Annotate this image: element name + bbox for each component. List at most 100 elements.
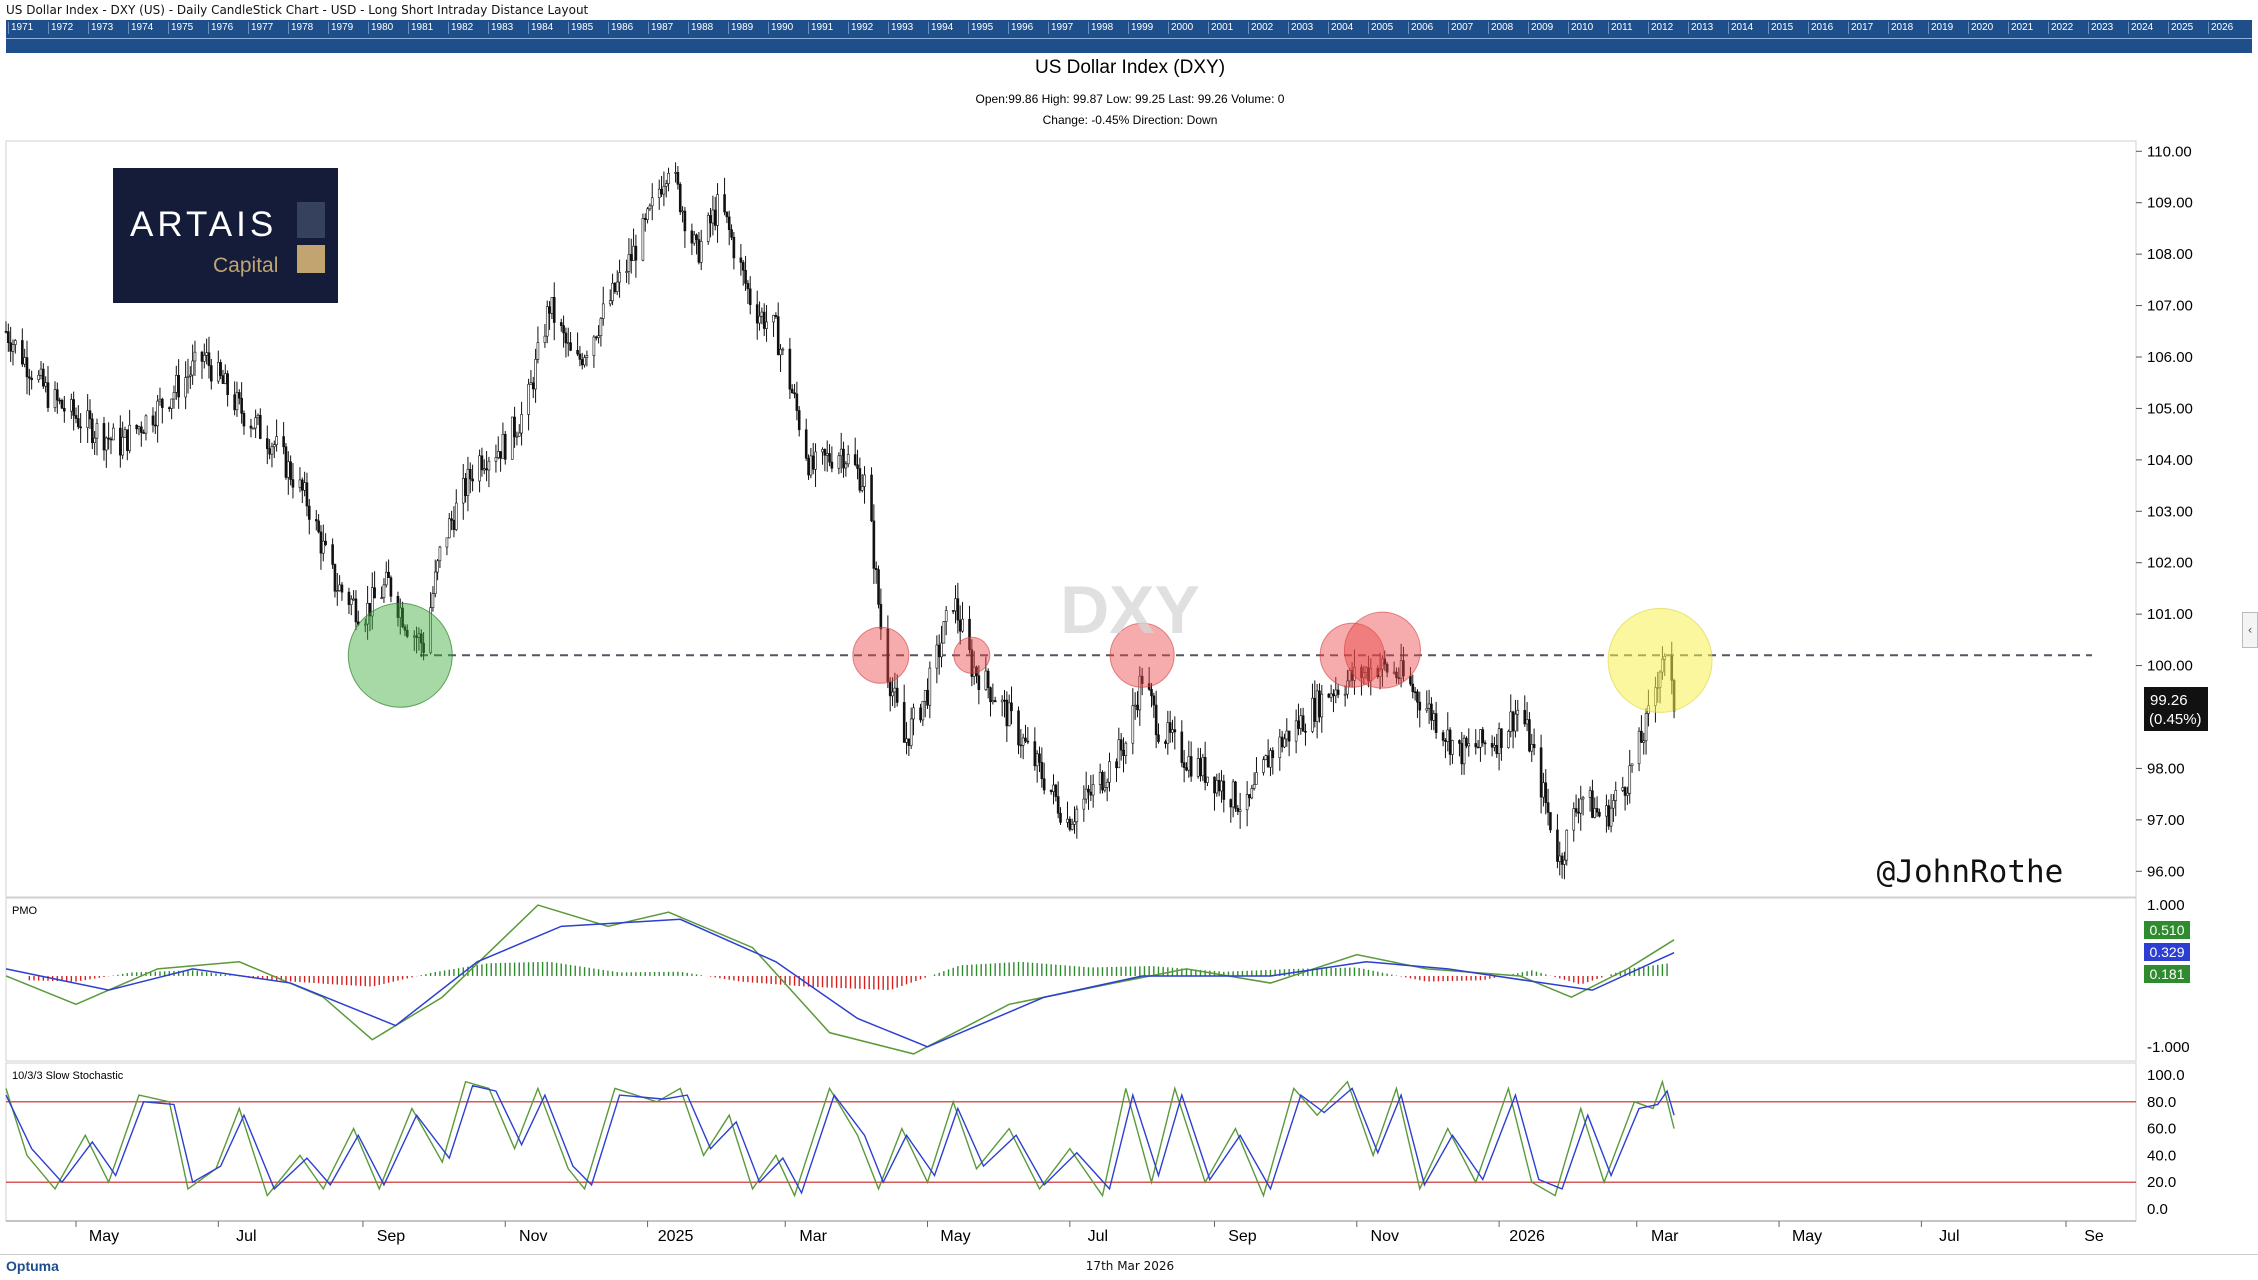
year-strip-label[interactable]: 2005 bbox=[1368, 22, 1393, 34]
candle-body bbox=[863, 474, 866, 487]
year-strip-label[interactable]: 2026 bbox=[2208, 22, 2233, 34]
candle-body bbox=[695, 234, 698, 240]
candle-body bbox=[466, 468, 470, 496]
year-strip-label[interactable]: 1980 bbox=[368, 22, 393, 34]
year-strip-label[interactable]: 1989 bbox=[728, 22, 753, 34]
year-strip-label[interactable]: 1996 bbox=[1008, 22, 1033, 34]
year-strip-label[interactable]: 2003 bbox=[1288, 22, 1313, 34]
year-strip-label[interactable]: 2002 bbox=[1248, 22, 1273, 34]
candle-body bbox=[471, 478, 474, 482]
year-strip-label[interactable]: 1981 bbox=[408, 22, 433, 34]
candle-body bbox=[1138, 675, 1142, 711]
year-strip-label[interactable]: 2024 bbox=[2128, 22, 2153, 34]
candle-body bbox=[1033, 741, 1037, 767]
year-strip-label[interactable]: 2013 bbox=[1688, 22, 1713, 34]
year-strip-label[interactable]: 1999 bbox=[1128, 22, 1153, 34]
year-strip-label[interactable]: 2021 bbox=[2008, 22, 2033, 34]
year-strip-label[interactable]: 2008 bbox=[1488, 22, 1513, 34]
year-strip-label[interactable]: 2015 bbox=[1768, 22, 1793, 34]
candle-body bbox=[1558, 855, 1562, 862]
candle-body bbox=[1621, 787, 1625, 791]
year-strip-label[interactable]: 1976 bbox=[208, 22, 233, 34]
year-strip-label[interactable]: 2011 bbox=[1608, 22, 1633, 34]
year-strip-label[interactable]: 1977 bbox=[248, 22, 273, 34]
year-strip-label[interactable]: 2001 bbox=[1208, 22, 1233, 34]
year-strip-label[interactable]: 1973 bbox=[88, 22, 113, 34]
year-strip-label[interactable]: 2017 bbox=[1848, 22, 1873, 34]
year-strip-label[interactable]: 1985 bbox=[568, 22, 593, 34]
year-strip-label[interactable]: 1978 bbox=[288, 22, 313, 34]
year-strip-label[interactable]: 2000 bbox=[1168, 22, 1193, 34]
year-strip-label[interactable]: 2018 bbox=[1888, 22, 1913, 34]
year-strip-label[interactable]: 2025 bbox=[2168, 22, 2193, 34]
year-strip-label[interactable]: 1972 bbox=[48, 22, 73, 34]
candle-body bbox=[1171, 729, 1174, 733]
year-strip-label[interactable]: 1975 bbox=[168, 22, 193, 34]
year-strip-label[interactable]: 2010 bbox=[1568, 22, 1593, 34]
year-strip-label[interactable]: 1994 bbox=[928, 22, 953, 34]
year-strip-label[interactable]: 1988 bbox=[688, 22, 713, 34]
stochastic-panel: 10/3/3 Slow Stochastic 100.0 80.0 60.0 40.0 2… bbox=[5, 1062, 2185, 1222]
year-strip-label[interactable]: 1979 bbox=[328, 22, 353, 34]
candle-body bbox=[219, 362, 222, 376]
candle-body bbox=[942, 621, 946, 644]
candle-body bbox=[678, 183, 682, 213]
year-navigator[interactable]: 1971 1972 1973 1974 1975 1976 1977 1978 1979 1980… bbox=[6, 20, 2252, 53]
year-strip-label[interactable]: 2009 bbox=[1528, 22, 1553, 34]
candle-body bbox=[912, 707, 915, 720]
year-strip-label[interactable]: 2022 bbox=[2048, 22, 2073, 34]
year-strip-label[interactable]: 1983 bbox=[488, 22, 513, 34]
candle-body bbox=[415, 635, 418, 638]
candle-body bbox=[1364, 667, 1368, 674]
year-strip-label[interactable]: 1982 bbox=[448, 22, 473, 34]
candle-body bbox=[412, 635, 416, 638]
candle-body bbox=[1280, 736, 1284, 748]
year-strip-label[interactable]: 2012 bbox=[1648, 22, 1673, 34]
price-tick-label: 101.00 bbox=[2147, 606, 2193, 623]
candle-body bbox=[28, 376, 31, 379]
year-strip-label[interactable]: 1993 bbox=[888, 22, 913, 34]
year-strip-label[interactable]: 1997 bbox=[1048, 22, 1073, 34]
year-strip-label[interactable]: 2004 bbox=[1328, 22, 1353, 34]
time-tick-label: Sep bbox=[377, 1228, 406, 1245]
year-strip-label[interactable]: 2014 bbox=[1728, 22, 1753, 34]
candle-body bbox=[1574, 808, 1578, 813]
candle-body bbox=[210, 365, 213, 382]
highlight-circle-yellow bbox=[1607, 607, 1713, 713]
year-strip-label[interactable]: 2006 bbox=[1408, 22, 1433, 34]
year-strip-label[interactable]: 2020 bbox=[1968, 22, 1993, 34]
year-strip-label[interactable]: 1998 bbox=[1088, 22, 1113, 34]
candle-body bbox=[1595, 808, 1599, 813]
candle-body bbox=[373, 587, 376, 599]
candle-body bbox=[713, 209, 717, 226]
candle-body bbox=[1539, 747, 1543, 798]
candle-body bbox=[1418, 701, 1422, 711]
year-strip-label[interactable]: 1974 bbox=[128, 22, 153, 34]
candle-body bbox=[842, 448, 845, 469]
candle-body bbox=[1637, 730, 1641, 765]
year-strip-label[interactable]: 2007 bbox=[1448, 22, 1473, 34]
year-strip-label[interactable]: 1990 bbox=[768, 22, 793, 34]
year-strip-label[interactable]: 1984 bbox=[528, 22, 553, 34]
candle-body bbox=[615, 281, 619, 292]
year-strip-label[interactable]: 1971 bbox=[8, 22, 33, 34]
year-strip-label[interactable]: 1995 bbox=[968, 22, 993, 34]
candle-body bbox=[501, 434, 505, 459]
year-strip-label[interactable]: 1991 bbox=[808, 22, 833, 34]
candle-body bbox=[142, 432, 145, 434]
candle-body bbox=[632, 245, 635, 261]
year-strip-label[interactable]: 1987 bbox=[648, 22, 673, 34]
candle-body bbox=[419, 633, 423, 644]
candle-body bbox=[559, 322, 563, 326]
candle-body bbox=[592, 336, 596, 356]
year-strip-label[interactable]: 1986 bbox=[608, 22, 633, 34]
collapse-panel-icon[interactable]: ‹ bbox=[2242, 612, 2258, 648]
year-strip-label[interactable]: 2023 bbox=[2088, 22, 2113, 34]
candle-body bbox=[921, 700, 925, 721]
year-strip-label[interactable]: 1992 bbox=[848, 22, 873, 34]
chart-canvas[interactable]: US Dollar Index (DXY) Open:99.86 High: 9… bbox=[0, 53, 2258, 1254]
year-strip-label[interactable]: 2016 bbox=[1808, 22, 1833, 34]
year-strip-label[interactable]: 2019 bbox=[1928, 22, 1953, 34]
candle-body bbox=[895, 687, 899, 703]
pmo-tick-label: 1.000 bbox=[2147, 897, 2185, 914]
